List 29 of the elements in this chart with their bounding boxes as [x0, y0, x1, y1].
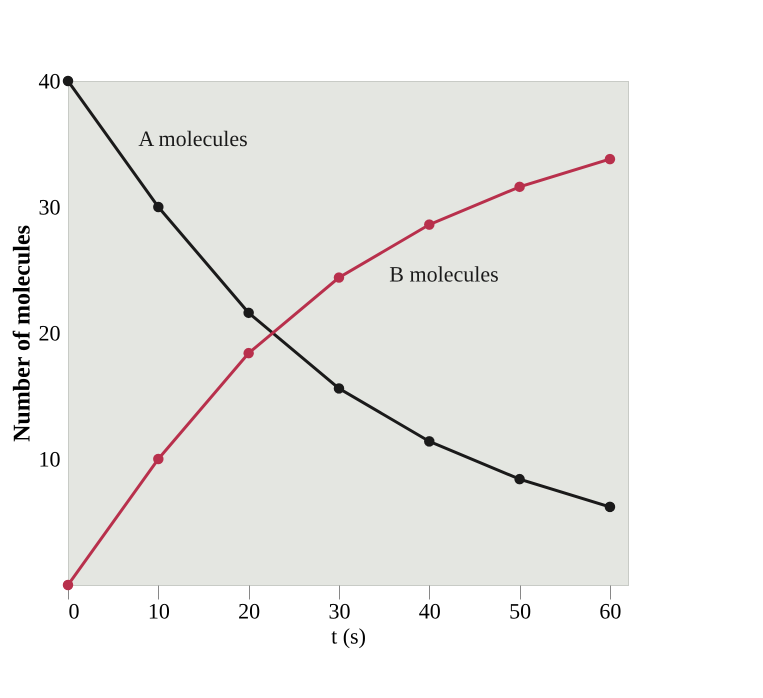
point	[424, 436, 435, 447]
point	[62, 580, 74, 590]
point	[153, 202, 164, 212]
x-tick-label: 50	[509, 598, 532, 624]
y-tick-label: 20	[38, 320, 60, 346]
point	[62, 76, 74, 86]
point	[243, 348, 254, 358]
point	[334, 383, 344, 394]
y-tick-label: 30	[38, 194, 60, 220]
y-tick-label: 10	[38, 446, 60, 472]
point	[514, 474, 525, 484]
point	[334, 272, 344, 283]
series-label: A molecules	[138, 126, 248, 151]
point	[153, 454, 164, 464]
x-tick-label: 40	[418, 598, 441, 624]
series-label: B molecules	[389, 262, 499, 287]
x-tick-label: 20	[238, 598, 260, 624]
point	[604, 154, 616, 164]
point	[514, 182, 525, 192]
y-tick-label: 40	[38, 68, 60, 94]
x-tick-label: 30	[328, 598, 350, 624]
point	[604, 502, 616, 512]
x-tick-label: 0	[68, 598, 80, 624]
y-axis-title: Number of molecules	[10, 225, 36, 442]
x-tick-label: 60	[599, 598, 622, 624]
point	[243, 308, 254, 318]
point	[424, 219, 435, 230]
x-axis-title: t (s)	[331, 624, 366, 648]
x-tick-label: 10	[148, 598, 170, 624]
